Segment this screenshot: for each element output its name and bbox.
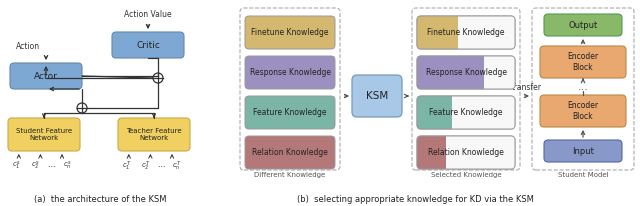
Text: Relation Knowledge: Relation Knowledge bbox=[252, 148, 328, 157]
FancyBboxPatch shape bbox=[417, 56, 515, 89]
FancyBboxPatch shape bbox=[10, 63, 82, 89]
Text: ...: ... bbox=[577, 82, 588, 91]
FancyBboxPatch shape bbox=[417, 96, 515, 129]
Text: Relation Knowledge: Relation Knowledge bbox=[428, 148, 504, 157]
FancyBboxPatch shape bbox=[447, 136, 515, 169]
Text: Feature Knowledge: Feature Knowledge bbox=[253, 108, 327, 117]
FancyBboxPatch shape bbox=[417, 16, 515, 49]
Text: Finetune Knowledge: Finetune Knowledge bbox=[428, 28, 505, 37]
Text: Encoder
Block: Encoder Block bbox=[568, 52, 598, 72]
Text: Critic: Critic bbox=[136, 41, 160, 49]
Text: Output: Output bbox=[568, 21, 598, 29]
Text: KSM: KSM bbox=[366, 91, 388, 101]
Text: Response Knowledge: Response Knowledge bbox=[250, 68, 330, 77]
FancyBboxPatch shape bbox=[118, 118, 190, 151]
Text: Action: Action bbox=[16, 42, 40, 51]
Text: Response Knowledge: Response Knowledge bbox=[426, 68, 506, 77]
Text: Finetune Knowledge: Finetune Knowledge bbox=[252, 28, 329, 37]
FancyBboxPatch shape bbox=[245, 136, 335, 169]
FancyBboxPatch shape bbox=[452, 96, 515, 129]
Text: Feature Knowledge: Feature Knowledge bbox=[429, 108, 503, 117]
Text: Encoder
Block: Encoder Block bbox=[568, 101, 598, 121]
Text: Selected Knowledge: Selected Knowledge bbox=[431, 172, 501, 178]
Text: (b)  selecting appropriate knowledge for KD via the KSM: (b) selecting appropriate knowledge for … bbox=[296, 195, 533, 204]
Text: Input: Input bbox=[572, 146, 594, 156]
Text: Student Feature
Network: Student Feature Network bbox=[16, 128, 72, 141]
Text: $c_1^T$: $c_1^T$ bbox=[122, 160, 131, 173]
FancyBboxPatch shape bbox=[352, 75, 402, 117]
FancyBboxPatch shape bbox=[544, 14, 622, 36]
FancyBboxPatch shape bbox=[417, 16, 515, 49]
FancyBboxPatch shape bbox=[112, 32, 184, 58]
FancyBboxPatch shape bbox=[245, 96, 335, 129]
FancyBboxPatch shape bbox=[245, 16, 335, 49]
Text: $c_n^T$: $c_n^T$ bbox=[172, 160, 182, 173]
FancyBboxPatch shape bbox=[417, 96, 515, 129]
Text: $c_n^s$: $c_n^s$ bbox=[63, 160, 71, 172]
FancyBboxPatch shape bbox=[458, 16, 515, 49]
Text: $c_1^s$: $c_1^s$ bbox=[12, 160, 21, 172]
FancyBboxPatch shape bbox=[8, 118, 80, 151]
FancyBboxPatch shape bbox=[245, 56, 335, 89]
Text: Student Model: Student Model bbox=[557, 172, 608, 178]
FancyBboxPatch shape bbox=[484, 56, 515, 89]
Text: $c_2^s$: $c_2^s$ bbox=[31, 160, 40, 172]
Text: (a)  the architecture of the KSM: (a) the architecture of the KSM bbox=[34, 195, 166, 204]
Text: Actor: Actor bbox=[34, 71, 58, 81]
FancyBboxPatch shape bbox=[417, 136, 515, 169]
Text: Different Knowledge: Different Knowledge bbox=[254, 172, 326, 178]
Text: Action Value: Action Value bbox=[124, 10, 172, 19]
Text: $\cdots$: $\cdots$ bbox=[47, 160, 56, 169]
FancyBboxPatch shape bbox=[540, 46, 626, 78]
FancyBboxPatch shape bbox=[417, 56, 515, 89]
Text: Transfer: Transfer bbox=[511, 83, 541, 92]
Text: $c_2^T$: $c_2^T$ bbox=[141, 160, 150, 173]
FancyBboxPatch shape bbox=[417, 136, 515, 169]
Text: $\cdots$: $\cdots$ bbox=[157, 160, 166, 169]
FancyBboxPatch shape bbox=[544, 140, 622, 162]
FancyBboxPatch shape bbox=[540, 95, 626, 127]
Text: Teacher Feature
Network: Teacher Feature Network bbox=[126, 128, 182, 141]
